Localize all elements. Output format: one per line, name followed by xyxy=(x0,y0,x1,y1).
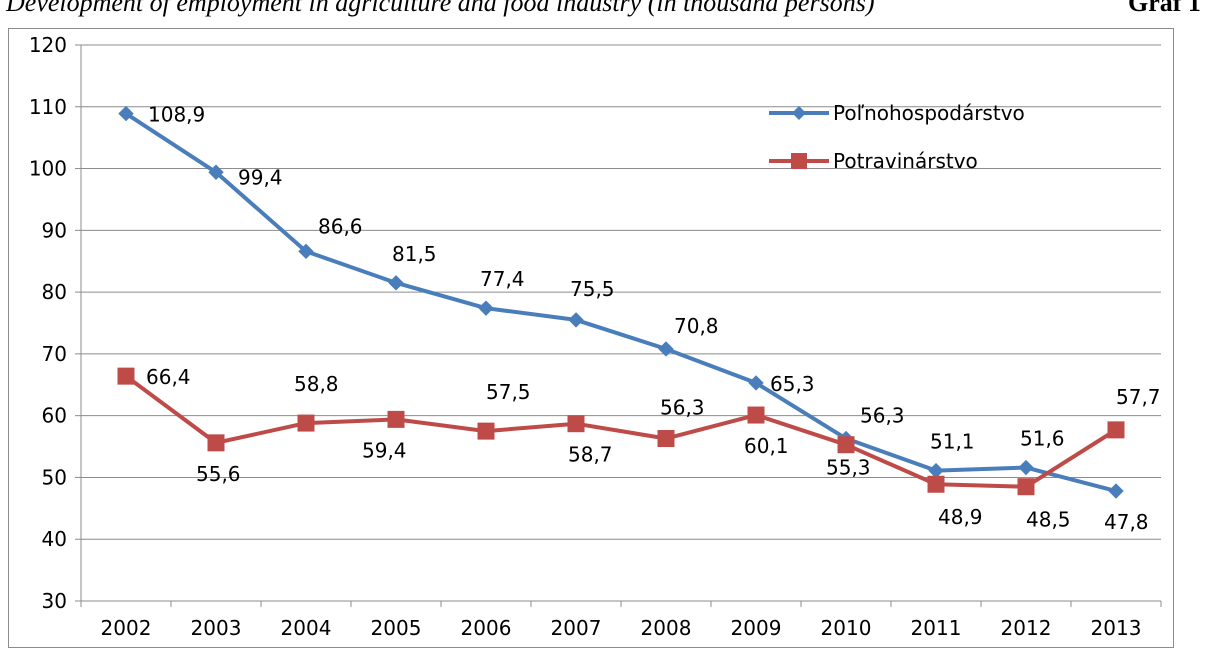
data-point-square xyxy=(297,414,315,432)
legend-label: Poľnohospodárstvo xyxy=(833,101,1025,125)
data-point-square xyxy=(927,475,945,493)
data-label: 55,3 xyxy=(826,456,871,480)
data-label: 108,9 xyxy=(148,103,205,127)
x-tick-label: 2004 xyxy=(281,616,332,640)
data-point-diamond xyxy=(478,300,494,316)
y-tick-label: 50 xyxy=(42,465,67,489)
data-label: 77,4 xyxy=(480,267,525,291)
data-label: 99,4 xyxy=(238,165,283,189)
data-point-square xyxy=(117,367,135,385)
x-tick-label: 2006 xyxy=(461,616,512,640)
x-tick-label: 2009 xyxy=(731,616,782,640)
x-tick-label: 2010 xyxy=(821,616,872,640)
data-point-diamond xyxy=(208,164,224,180)
y-tick-label: 80 xyxy=(42,280,67,304)
data-label: 56,3 xyxy=(660,396,705,420)
data-point-square xyxy=(207,434,225,452)
x-tick-label: 2013 xyxy=(1091,616,1142,640)
chart-caption: Development of employment in agriculture… xyxy=(0,0,1220,24)
y-tick-label: 70 xyxy=(42,342,67,366)
x-tick-label: 2007 xyxy=(551,616,602,640)
legend-label: Potravinárstvo xyxy=(833,149,978,173)
data-label: 47,8 xyxy=(1104,510,1149,534)
legend-marker-diamond xyxy=(792,106,806,120)
data-point-diamond xyxy=(118,105,134,122)
data-label: 57,7 xyxy=(1116,385,1161,409)
data-label: 60,1 xyxy=(744,434,789,458)
data-label: 75,5 xyxy=(570,277,615,301)
data-point-square xyxy=(837,436,855,454)
data-label: 59,4 xyxy=(362,438,407,462)
data-label: 51,6 xyxy=(1020,427,1065,451)
x-tick-label: 2005 xyxy=(371,616,422,640)
y-tick-label: 40 xyxy=(42,527,67,551)
data-point-square xyxy=(657,430,675,448)
data-label: 81,5 xyxy=(392,242,437,266)
legend: Poľnohospodárstvo Potravinárstvo xyxy=(769,101,1025,173)
data-label: 48,5 xyxy=(1026,508,1071,532)
data-label: 58,7 xyxy=(568,443,613,467)
x-tick-label: 2008 xyxy=(641,616,692,640)
data-label: 65,3 xyxy=(770,372,815,396)
caption-title: Development of employment in agriculture… xyxy=(6,0,875,17)
legend-marker-square xyxy=(791,153,807,169)
series-line xyxy=(124,111,1117,493)
data-point-diamond xyxy=(928,462,944,479)
data-point-diamond xyxy=(1108,483,1124,499)
x-tick-label: 2012 xyxy=(1001,616,1052,640)
x-tick-label: 2003 xyxy=(191,616,242,640)
series xyxy=(117,105,1125,499)
y-tick-label: 60 xyxy=(42,404,67,428)
y-tick-label: 30 xyxy=(42,589,67,613)
caption-graph-label: Graf 1 xyxy=(1128,0,1201,17)
axes: 30 40 50 60 70 80 90 100 110 120 2002 2003 2004 2005 2… xyxy=(29,33,1162,640)
y-tick-label: 100 xyxy=(29,157,67,181)
data-label: 56,3 xyxy=(860,404,905,428)
data-point-square xyxy=(1107,421,1125,439)
data-point-diamond xyxy=(748,375,764,391)
data-point-square xyxy=(567,415,585,433)
data-label: 86,6 xyxy=(318,214,363,238)
data-point-diamond xyxy=(1018,459,1034,476)
data-label: 55,6 xyxy=(196,462,241,486)
x-tick-label: 2011 xyxy=(911,616,962,640)
x-tick-label: 2002 xyxy=(101,616,152,640)
data-point-square xyxy=(477,422,495,440)
data-point-diamond xyxy=(298,243,314,260)
y-tick-label: 110 xyxy=(29,95,67,119)
data-label: 58,8 xyxy=(294,372,339,396)
data-point-square xyxy=(387,410,405,428)
gridlines xyxy=(81,44,1161,540)
data-point-diamond xyxy=(568,312,584,328)
y-tick-label: 90 xyxy=(42,218,67,242)
data-labels: 108,9 99,4 86,6 81,5 77,4 75,5 70,8 65,3 56,3 51,… xyxy=(146,103,1161,534)
data-point-diamond xyxy=(658,341,674,357)
data-point-square xyxy=(747,406,765,424)
data-label: 70,8 xyxy=(674,314,719,338)
series-line xyxy=(124,374,1118,489)
data-label: 66,4 xyxy=(146,365,191,389)
y-tick-label: 120 xyxy=(29,33,67,57)
data-label: 48,9 xyxy=(938,505,983,529)
data-point-square xyxy=(1017,478,1035,496)
chart-frame: 30 40 50 60 70 80 90 100 110 120 2002 2003 2004 2005 2… xyxy=(8,28,1174,648)
data-label: 51,1 xyxy=(930,430,975,454)
line-chart: 30 40 50 60 70 80 90 100 110 120 2002 2003 2004 2005 2… xyxy=(29,33,1162,640)
data-point-diamond xyxy=(388,275,404,291)
data-label: 57,5 xyxy=(486,380,531,404)
